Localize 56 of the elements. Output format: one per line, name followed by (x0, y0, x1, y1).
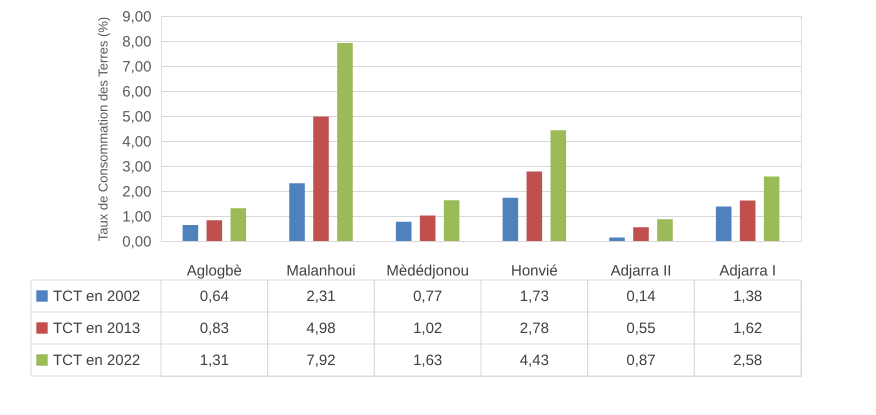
data-label: 0,77 (413, 288, 442, 305)
bar (657, 219, 673, 241)
bar (633, 227, 649, 241)
x-tick-label: Aglogbè (186, 262, 242, 280)
bar (444, 200, 460, 241)
y-tick-label: 0,00 (122, 234, 152, 250)
data-label: 2,58 (733, 352, 762, 369)
x-tick-label: Honvié (510, 262, 558, 280)
data-label: 1,62 (733, 320, 762, 337)
x-tick-label: Mèdédjonou (386, 262, 469, 280)
bar (313, 116, 329, 241)
y-tick-label: 5,00 (122, 108, 152, 126)
legend-label: TCT en 2002 (53, 288, 140, 305)
y-tick-label: 3,00 (122, 158, 152, 176)
bar (337, 43, 353, 241)
data-label: 0,55 (626, 320, 656, 337)
bar (502, 198, 518, 241)
y-tick-label: 2,00 (122, 184, 152, 200)
bar (526, 172, 542, 241)
legend-label: TCT en 2013 (53, 320, 140, 337)
data-label: 4,98 (306, 320, 336, 337)
data-label: 4,43 (520, 352, 549, 369)
y-tick-label: 4,00 (122, 134, 152, 150)
data-label: 0,87 (626, 352, 656, 369)
x-tick-label: Adjarra II (610, 262, 672, 280)
data-label: 1,63 (413, 352, 442, 369)
y-axis-title: Taux de Consommation des Terres (%) (95, 16, 110, 242)
bar (182, 225, 198, 241)
y-tick-label: 1,00 (122, 208, 152, 226)
data-label: 2,78 (520, 320, 549, 337)
bar (550, 130, 566, 241)
bar (609, 238, 625, 241)
data-label: 2,31 (306, 288, 336, 305)
data-label: 1,38 (733, 288, 762, 305)
data-label: 0,14 (626, 288, 656, 305)
bar (206, 220, 222, 241)
bar (740, 200, 756, 241)
x-tick-label: Adjarra I (719, 262, 776, 280)
legend-label: TCT en 2022 (53, 352, 140, 369)
y-tick-label: 7,00 (122, 58, 152, 76)
bar (396, 222, 412, 241)
y-tick-label: 8,00 (122, 34, 152, 50)
bar (420, 216, 436, 241)
bar (764, 176, 780, 241)
data-label: 1,02 (413, 320, 442, 337)
y-tick-label: 6,00 (122, 84, 152, 100)
bar (230, 208, 246, 241)
bar (289, 183, 305, 241)
data-label: 7,92 (306, 352, 336, 369)
data-label: 1,31 (200, 352, 229, 369)
data-label: 0,64 (200, 288, 229, 305)
data-label: 1,73 (520, 288, 549, 305)
x-tick-label: Malanhoui (286, 262, 356, 280)
y-tick-label: 9,00 (122, 8, 152, 26)
data-label: 0,83 (200, 320, 229, 337)
bar (716, 206, 732, 241)
